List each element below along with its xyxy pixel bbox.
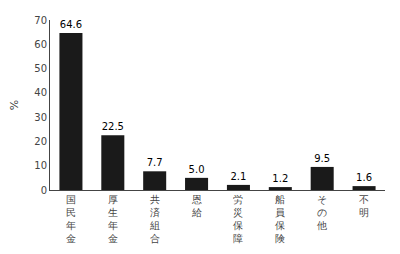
svg-text:国民年金: 国民年金	[66, 194, 76, 244]
svg-text:10: 10	[34, 160, 47, 171]
svg-text:%: %	[8, 100, 21, 110]
svg-text:50: 50	[34, 63, 47, 74]
svg-text:64.6: 64.6	[60, 19, 82, 30]
svg-text:その他: その他	[317, 194, 327, 231]
svg-text:20: 20	[34, 136, 47, 147]
svg-text:9.5: 9.5	[314, 153, 330, 164]
svg-text:22.5: 22.5	[102, 121, 124, 132]
svg-text:1.2: 1.2	[272, 173, 288, 184]
svg-text:2.1: 2.1	[230, 171, 246, 182]
svg-text:不明: 不明	[359, 194, 369, 218]
svg-text:40: 40	[34, 87, 47, 98]
svg-text:労災保障: 労災保障	[233, 194, 243, 244]
svg-text:船員保険: 船員保険	[275, 194, 285, 244]
svg-text:1.6: 1.6	[356, 172, 372, 183]
svg-text:7.7: 7.7	[147, 157, 163, 168]
svg-text:共済組合: 共済組合	[149, 194, 160, 244]
svg-text:厚生年金: 厚生年金	[108, 194, 118, 244]
svg-text:70: 70	[34, 15, 47, 26]
svg-text:30: 30	[34, 112, 47, 123]
svg-text:0: 0	[41, 185, 47, 196]
svg-text:60: 60	[34, 39, 47, 50]
svg-text:恩給: 恩給	[191, 194, 202, 218]
svg-text:5.0: 5.0	[189, 164, 205, 175]
